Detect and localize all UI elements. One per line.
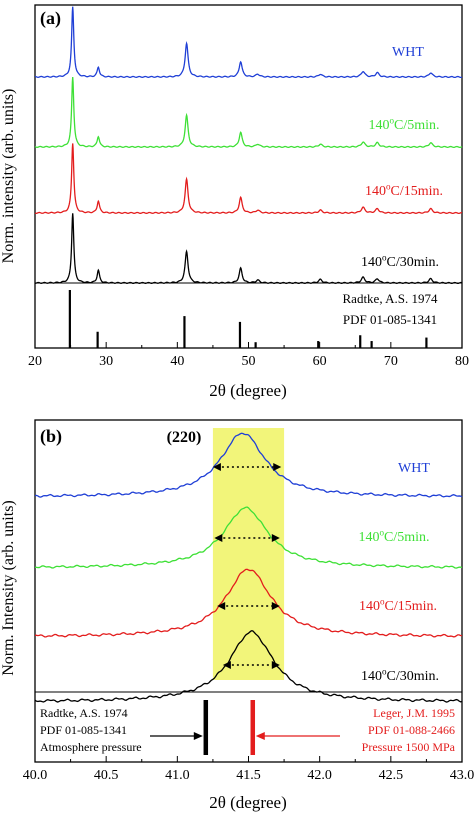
panel-a-label-5min: 140oC/5min. [368, 115, 439, 133]
panel-b-series-line [34, 630, 463, 703]
panel-b-label-wht: WHT [398, 461, 430, 476]
x-tick-label: 80 [455, 354, 469, 369]
x-tick-label: 40.0 [23, 768, 48, 783]
x-tick-label: 30 [99, 354, 113, 369]
panel-b-peak-annotation: (220) [167, 429, 202, 446]
panel-a-curves [34, 6, 463, 285]
x-tick-label: 41.0 [165, 768, 190, 783]
panel-b-label-15min: 140oC/15min. [359, 596, 437, 614]
panel-a-label-wht: WHT [392, 45, 424, 60]
panel-b-curves [34, 432, 463, 703]
x-tick-label: 43.0 [450, 768, 474, 783]
x-tick-label: 60 [313, 354, 327, 369]
panel-b-x-axis-label: 2θ (degree) [209, 793, 287, 812]
panel-a-reference-pdf: PDF 01-085-1341 [343, 312, 437, 327]
panel-b: 40.0 40.5 41.0 41.5 42.0 42.5 43.0 (b) (220) N… [0, 419, 474, 812]
fwhm-arrowhead-left [217, 602, 226, 610]
panel-a-label-30min: 140oC/30min. [361, 252, 439, 270]
panel-b-highlight-band [212, 428, 285, 680]
panel-a-label: (a) [40, 8, 61, 29]
panel-a-series-line [34, 6, 463, 79]
panel-b-ref-right-author: Leger, J.M. 1995 [373, 706, 455, 720]
x-tick-label: 40 [170, 354, 184, 369]
panel-a-label-15min: 140oC/15min. [365, 181, 443, 199]
panel-a: 20 30 40 50 60 70 80 (a) Norm. intensity (arb.… [0, 4, 469, 400]
panel-b-series-line [34, 568, 463, 638]
x-tick-label: 20 [28, 354, 42, 369]
x-tick-label: 40.5 [94, 768, 119, 783]
left-reference-arrowhead [193, 732, 203, 740]
panel-b-label-30min: 140oC/30min. [361, 666, 439, 684]
panel-b-ref-right-condition: Pressure 1500 MPa [362, 740, 456, 754]
panel-a-x-axis-label: 2θ (degree) [209, 381, 287, 400]
panel-b-series-line [34, 506, 463, 569]
x-tick-label: 42.5 [379, 768, 404, 783]
panel-a-series-line [34, 77, 463, 149]
panel-a-series-line [35, 213, 463, 285]
fwhm-arrowhead-right [273, 463, 282, 471]
fwhm-arrowhead-right [271, 661, 280, 669]
panel-b-ref-left-author: Radtke, A.S. 1974 [40, 706, 128, 720]
panel-a-x-ticks: 20 30 40 50 60 70 80 [28, 342, 469, 369]
panel-b-fwhm-arrows [212, 463, 282, 669]
panel-b-ref-right-pdf: PDF 01-088-2466 [368, 723, 455, 737]
panel-b-y-axis-label: Norm. Intensity (arb. units) [0, 500, 17, 676]
panel-b-series-line [34, 432, 463, 498]
right-reference-arrowhead [255, 732, 265, 740]
panel-a-reference-author: Radtke, A.S. 1974 [343, 291, 438, 306]
fwhm-arrowhead-right [271, 534, 280, 542]
fwhm-arrowhead-left [222, 661, 231, 669]
panel-b-ref-left-condition: Atmosphere pressure [40, 740, 142, 754]
panel-a-y-axis-label: Norm. intensity (arb. units) [0, 89, 17, 264]
panel-a-reference-sticks [68, 290, 428, 348]
x-tick-label: 50 [242, 354, 256, 369]
panel-b-ref-left-pdf: PDF 01-085-1341 [40, 723, 127, 737]
panel-a-series-line [34, 143, 463, 215]
panel-b-reference-sticks [150, 700, 340, 755]
fwhm-arrowhead-left [214, 534, 223, 542]
fwhm-arrowhead-left [212, 463, 221, 471]
fwhm-arrowhead-right [271, 602, 280, 610]
x-tick-label: 42.0 [307, 768, 332, 783]
panel-b-label-5min: 140oC/5min. [358, 527, 429, 545]
panel-b-label: (b) [40, 426, 62, 447]
x-tick-label: 41.5 [236, 768, 261, 783]
x-tick-label: 70 [384, 354, 398, 369]
panel-b-x-ticks: 40.0 40.5 41.0 41.5 42.0 42.5 43.0 [23, 756, 474, 783]
